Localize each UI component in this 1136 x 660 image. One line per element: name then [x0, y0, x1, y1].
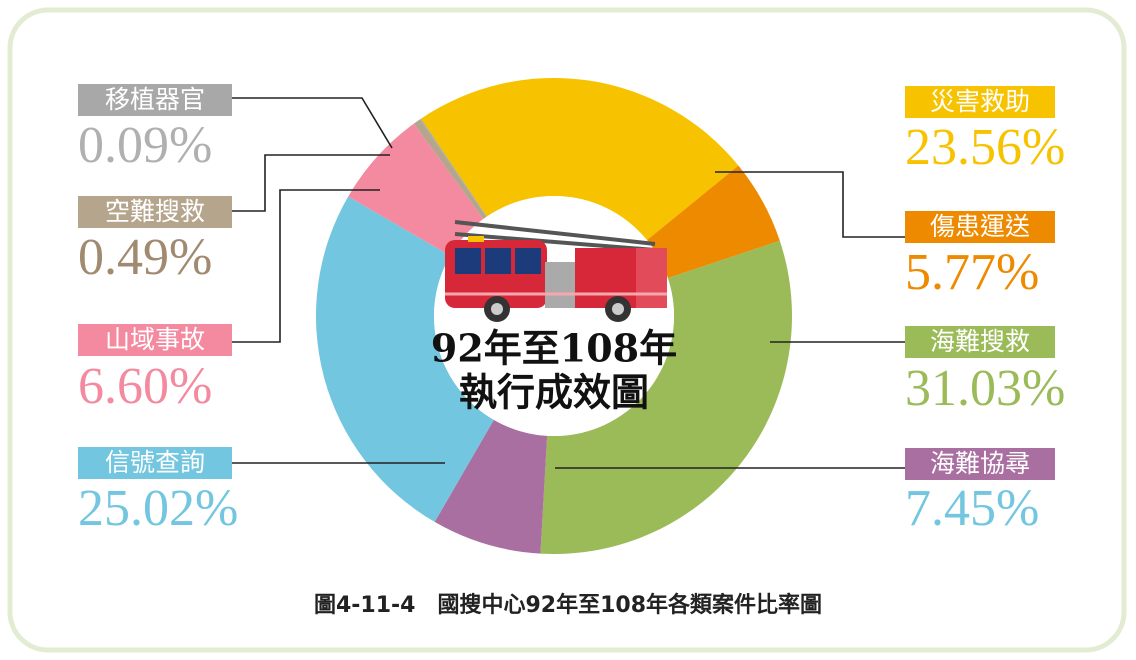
value-label: 5.77%	[905, 244, 1039, 301]
category-label: 空難搜救	[105, 197, 205, 226]
donut-slice	[348, 123, 484, 256]
category-box	[905, 448, 1055, 480]
value-label: 7.45%	[905, 480, 1039, 537]
center-title: 92年至108年	[431, 326, 677, 371]
leader-lines	[232, 97, 905, 469]
donut-slice	[434, 419, 548, 554]
fire-truck	[445, 220, 667, 322]
category-box	[905, 86, 1055, 118]
leader-line	[232, 154, 390, 212]
category-label: 海難協尋	[930, 449, 1030, 478]
category-label: 傷患運送	[930, 212, 1030, 241]
value-label: 23.56%	[905, 119, 1065, 176]
category-box	[905, 326, 1055, 358]
donut-slice	[540, 240, 792, 554]
value-label: 25.02%	[78, 480, 238, 537]
leader-line	[232, 97, 393, 149]
value-label: 6.60%	[78, 358, 212, 415]
value-label: 31.03%	[905, 360, 1065, 417]
leader-line	[232, 189, 380, 343]
category-label: 移植器官	[105, 85, 205, 114]
donut-slice	[413, 119, 487, 220]
category-label: 信號查詢	[105, 448, 205, 477]
category-label: 災害救助	[930, 87, 1030, 116]
donut-slice	[420, 77, 739, 241]
category-box	[78, 324, 232, 356]
category-box	[78, 84, 232, 116]
value-label: 0.49%	[78, 229, 212, 286]
category-box	[905, 211, 1055, 243]
leader-line	[715, 171, 905, 238]
category-box	[78, 196, 232, 228]
donut	[316, 77, 792, 554]
donut-slice	[316, 196, 494, 522]
category-label: 山域事故	[105, 325, 205, 354]
caption: 圖4-11-4 國搜中心92年至108年各類案件比率圖	[314, 592, 822, 618]
donut-slice	[419, 118, 487, 217]
category-box	[78, 447, 232, 479]
value-label: 0.09%	[78, 117, 212, 174]
donut-slice	[647, 165, 780, 279]
category-label: 海難搜救	[930, 327, 1030, 356]
center-title: 執行成效圖	[459, 370, 649, 415]
